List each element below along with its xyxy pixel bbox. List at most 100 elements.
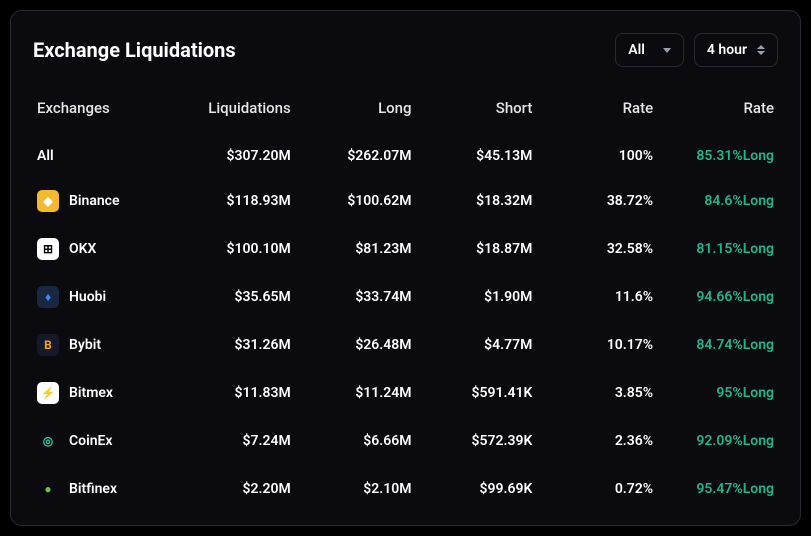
exchange-logo-icon: ⊞ [37,238,59,260]
rate2-percent: 81.15% [696,241,742,257]
cell-liquidations: $2.20M [174,465,295,513]
exchange-logo-icon: ⚡ [37,382,59,404]
cell-rate1: 38.72% [536,177,657,225]
cell-rate2: 84.6%Long [657,177,778,225]
table-row[interactable]: ⊞ OKX $100.10M$81.23M$18.87M32.58%81.15%Lo… [33,225,778,273]
exchange-cell: B Bybit [37,334,170,356]
exchange-cell: ⊞ OKX [37,238,170,260]
filter-controls: All 4 hour [615,33,778,67]
rate2-percent: 95% [716,385,742,401]
col-rate2[interactable]: Rate [657,91,778,135]
cell-rate1: 10.17% [536,321,657,369]
table-row[interactable]: ◆Binance$118.93M$100.62M$18.32M38.72%84.… [33,177,778,225]
exchange-cell: ● Bitfinex [37,478,170,500]
rate2-direction: Long [743,433,774,449]
cell-rate1: 2.36% [536,417,657,465]
exchange-name: Bitmex [69,385,113,401]
cell-long: $33.74M [295,273,416,321]
cell-long: $2.10M [295,465,416,513]
table-header-row: Exchanges Liquidations Long Short Rate R… [33,91,778,135]
exchange-name: Huobi [69,289,106,305]
card-header: Exchange Liquidations All 4 hour [33,33,778,67]
table-row[interactable]: ◎CoinEx$7.24M$6.66M$572.39K2.36%92.09%Lo… [33,417,778,465]
card-title: Exchange Liquidations [33,38,236,62]
cell-short: $99.69K [416,465,537,513]
cell-liquidations: $118.93M [174,177,295,225]
cell-liquidations: $7.24M [174,417,295,465]
cell-long: $100.62M [295,177,416,225]
cell-short: $18.32M [416,177,537,225]
cell-long: $6.66M [295,417,416,465]
cell-rate2: 85.31%Long [657,135,778,177]
col-rate1[interactable]: Rate [536,91,657,135]
exchange-name: All [37,148,54,164]
cell-short: $45.13M [416,135,537,177]
rate2-percent: 94.66% [696,289,742,305]
cell-short: $1.90M [416,273,537,321]
exchange-name: Binance [69,193,120,209]
exchange-name: OKX [69,241,96,257]
cell-rate2: 84.74%Long [657,321,778,369]
col-liquidations[interactable]: Liquidations [174,91,295,135]
liquidations-card: Exchange Liquidations All 4 hour Exchang… [10,10,801,526]
liquidations-table: Exchanges Liquidations Long Short Rate R… [33,91,778,513]
scope-select-label: All [628,42,645,58]
cell-liquidations: $100.10M [174,225,295,273]
rate2-percent: 95.47% [696,481,742,497]
table-row[interactable]: ● Bitfinex $2.20M$2.10M$99.69K0.72%95.47%L… [33,465,778,513]
exchange-name: CoinEx [69,433,113,449]
col-long[interactable]: Long [295,91,416,135]
timeframe-select[interactable]: 4 hour [694,33,778,67]
table-row[interactable]: ⚡Bitmex$11.83M$11.24M$591.41K3.85%95%Lon… [33,369,778,417]
cell-short: $4.77M [416,321,537,369]
exchange-logo-icon: ◆ [37,190,59,212]
cell-rate2: 81.15%Long [657,225,778,273]
cell-short: $591.41K [416,369,537,417]
exchange-logo-icon: ● [37,478,59,500]
exchange-logo-icon: ♦ [37,286,59,308]
cell-long: $262.07M [295,135,416,177]
cell-long: $11.24M [295,369,416,417]
cell-short: $18.87M [416,225,537,273]
col-short[interactable]: Short [416,91,537,135]
scope-select[interactable]: All [615,33,684,67]
cell-rate1: 0.72% [536,465,657,513]
cell-rate1: 100% [536,135,657,177]
rate2-percent: 85.31% [696,148,742,164]
cell-long: $81.23M [295,225,416,273]
col-exchanges[interactable]: Exchanges [33,91,174,135]
cell-rate2: 95.47%Long [657,465,778,513]
cell-rate2: 94.66%Long [657,273,778,321]
cell-rate1: 3.85% [536,369,657,417]
table-row[interactable]: All $307.20M$262.07M$45.13M100%85.31%Long [33,135,778,177]
cell-short: $572.39K [416,417,537,465]
rate2-direction: Long [743,385,774,401]
cell-rate1: 11.6% [536,273,657,321]
exchange-logo-icon: B [37,334,59,356]
cell-rate2: 95%Long [657,369,778,417]
rate2-direction: Long [743,193,774,209]
exchange-logo-icon: ◎ [37,430,59,452]
exchange-cell: ◎ CoinEx [37,430,170,452]
exchange-name: Bybit [69,337,101,353]
rate2-direction: Long [743,289,774,305]
cell-liquidations: $35.65M [174,273,295,321]
exchange-cell: ◆ Binance [37,190,170,212]
rate2-percent: 84.6% [704,193,742,209]
sort-arrows-icon [757,45,765,55]
cell-liquidations: $31.26M [174,321,295,369]
table-row[interactable]: ♦Huobi$35.65M$33.74M$1.90M11.6%94.66%Lon… [33,273,778,321]
rate2-direction: Long [743,337,774,353]
exchange-cell: ⚡ Bitmex [37,382,170,404]
rate2-percent: 84.74% [696,337,742,353]
timeframe-select-label: 4 hour [707,42,747,58]
table-row[interactable]: BBybit$31.26M$26.48M$4.77M10.17%84.74%Lo… [33,321,778,369]
rate2-percent: 92.09% [696,433,742,449]
exchange-name: Bitfinex [69,481,117,497]
exchange-cell: All [37,148,170,164]
cell-rate1: 32.58% [536,225,657,273]
cell-liquidations: $307.20M [174,135,295,177]
exchange-cell: ♦ Huobi [37,286,170,308]
cell-rate2: 92.09%Long [657,417,778,465]
chevron-down-icon [663,48,671,53]
